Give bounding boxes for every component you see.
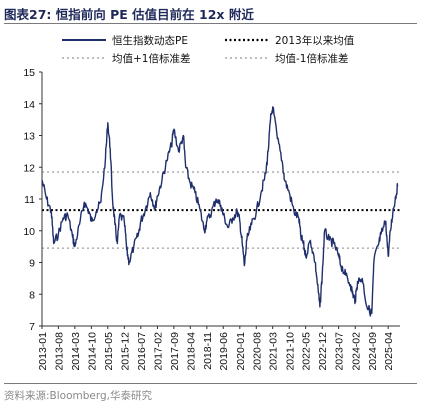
y-tick-label: 10 [23,226,35,238]
legend-label-1: 2013年以来均值 [275,34,355,47]
x-tick-label: 2024-09 [367,332,379,371]
x-tick-label: 2020-01 [235,332,247,371]
x-tick-label: 2022-12 [317,332,329,371]
source-divider [4,383,417,384]
y-tick-label: 15 [23,67,35,79]
figure-title: 图表27: 恒指前向 PE 估值目前在 12x 附近 [4,4,254,23]
x-tick-label: 2015-12 [119,332,131,371]
series-layer [41,106,399,317]
x-tick-label: 2017-09 [169,332,181,371]
y-tick-label: 11 [24,194,35,206]
x-tick-label: 2019-06 [218,332,230,371]
y-tick-label: 9 [29,258,35,270]
figure-title-text: 恒指前向 PE 估值目前在 12x 附近 [55,7,254,22]
x-tick-label: 2016-07 [136,332,148,371]
legend-label-0: 恒生指数动态PE [112,34,188,47]
x-tick-label: 2015-05 [103,332,115,371]
legend-label-2: 均值+1倍标准差 [112,52,190,65]
y-tick-label: 14 [23,99,35,111]
x-tick-label: 2013-01 [37,332,49,371]
legend-label-3: 均值-1倍标准差 [275,52,348,65]
x-tick-label: 2021-03 [268,332,280,371]
y-tick-label: 7 [29,321,35,333]
x-tick-label: 2022-05 [301,332,313,371]
axes: 7 8 9 10 11 12 13 14 15 2013-01 2013-08 2014-03 2014… [23,67,400,371]
x-tick-label: 2017-02 [152,332,164,371]
figure-label: 图表27: [4,7,52,22]
x-tick-label: 2013-08 [53,332,65,371]
x-tick-label: 2020-08 [251,332,263,371]
x-tick-label: 2025-04 [383,332,395,371]
y-tick-label: 13 [23,131,35,143]
x-tick-label: 2021-10 [284,332,296,371]
title-divider [4,23,417,24]
x-tick-label: 2014-10 [86,332,98,371]
reference-lines [42,171,400,250]
series-line-pe [41,106,399,317]
source-note: 资料来源:Bloomberg,华泰研究 [4,390,152,402]
y-tick-label: 8 [29,289,35,301]
x-tick-label: 2018-04 [185,332,197,371]
x-tick-label: 2014-03 [70,332,82,371]
x-tick-label: 2023-07 [334,332,346,371]
y-tick-label: 12 [23,162,35,174]
x-tick-label: 2018-11 [202,332,214,370]
x-tick-label: 2024-02 [350,332,362,371]
